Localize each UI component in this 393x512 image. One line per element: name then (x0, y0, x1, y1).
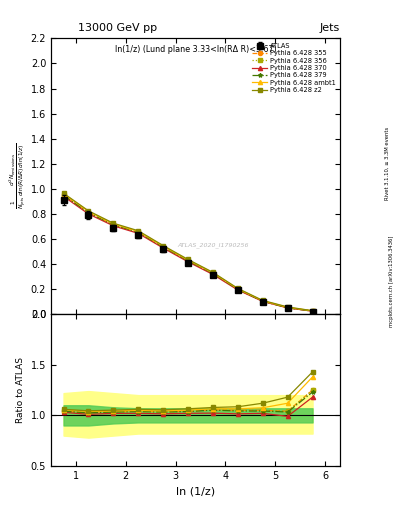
Pythia 6.428 ambt1 (136, 228, 141, 234)
Pythia 6.428 370 (86, 211, 91, 217)
Pythia 6.428 z2 (86, 208, 91, 214)
Pythia 6.428 355 (61, 192, 66, 198)
Pythia 6.428 356 (161, 244, 165, 250)
Line: Pythia 6.428 356: Pythia 6.428 356 (61, 193, 315, 313)
Pythia 6.428 379 (235, 286, 240, 292)
Y-axis label: Ratio to ATLAS: Ratio to ATLAS (16, 357, 25, 423)
Pythia 6.428 379 (285, 305, 290, 311)
Pythia 6.428 370 (111, 223, 116, 229)
Pythia 6.428 379 (61, 192, 66, 198)
Pythia 6.428 370 (310, 308, 315, 314)
Pythia 6.428 379 (261, 298, 265, 304)
Pythia 6.428 355 (136, 229, 141, 235)
Y-axis label: $\frac{1}{N_\mathrm{jets}}\frac{d^2N_\mathrm{emissions}}{d\ln(R/\Delta R)\,d\ln(: $\frac{1}{N_\mathrm{jets}}\frac{d^2N_\ma… (7, 143, 28, 209)
Pythia 6.428 355 (285, 305, 290, 311)
Pythia 6.428 ambt1 (235, 286, 240, 292)
Pythia 6.428 z2 (235, 285, 240, 291)
Pythia 6.428 356 (136, 229, 141, 235)
Pythia 6.428 370 (285, 305, 290, 311)
Pythia 6.428 z2 (136, 228, 141, 234)
Pythia 6.428 z2 (310, 308, 315, 314)
Pythia 6.428 z2 (285, 304, 290, 310)
Pythia 6.428 z2 (185, 257, 190, 263)
Pythia 6.428 379 (161, 244, 165, 250)
Pythia 6.428 z2 (261, 297, 265, 304)
Pythia 6.428 355 (185, 258, 190, 264)
Text: ln(1/z) (Lund plane 3.33<ln(RΔ R)<3.67): ln(1/z) (Lund plane 3.33<ln(RΔ R)<3.67) (115, 45, 276, 54)
Pythia 6.428 356 (211, 270, 215, 276)
Pythia 6.428 379 (111, 222, 116, 228)
Pythia 6.428 356 (111, 222, 116, 228)
Pythia 6.428 355 (111, 222, 116, 228)
Pythia 6.428 ambt1 (285, 304, 290, 310)
Pythia 6.428 370 (261, 298, 265, 305)
Pythia 6.428 z2 (61, 190, 66, 196)
Pythia 6.428 ambt1 (161, 243, 165, 249)
Pythia 6.428 356 (261, 298, 265, 304)
Pythia 6.428 356 (86, 209, 91, 216)
Pythia 6.428 355 (310, 308, 315, 314)
Line: Pythia 6.428 ambt1: Pythia 6.428 ambt1 (61, 192, 315, 313)
Pythia 6.428 ambt1 (185, 257, 190, 263)
Pythia 6.428 379 (211, 270, 215, 276)
Pythia 6.428 z2 (111, 220, 116, 226)
Pythia 6.428 356 (310, 308, 315, 314)
Pythia 6.428 355 (161, 244, 165, 250)
Legend: ATLAS, Pythia 6.428 355, Pythia 6.428 356, Pythia 6.428 370, Pythia 6.428 379, P: ATLAS, Pythia 6.428 355, Pythia 6.428 35… (251, 42, 337, 94)
Pythia 6.428 ambt1 (211, 270, 215, 276)
Pythia 6.428 379 (136, 229, 141, 236)
Pythia 6.428 355 (235, 286, 240, 292)
X-axis label: ln (1/z): ln (1/z) (176, 486, 215, 496)
Line: Pythia 6.428 370: Pythia 6.428 370 (61, 194, 315, 313)
Pythia 6.428 356 (61, 192, 66, 198)
Pythia 6.428 370 (235, 287, 240, 293)
Pythia 6.428 355 (86, 209, 91, 216)
Pythia 6.428 379 (185, 258, 190, 264)
Pythia 6.428 356 (185, 258, 190, 264)
Pythia 6.428 ambt1 (111, 221, 116, 227)
Pythia 6.428 356 (285, 305, 290, 311)
Text: ATLAS_2020_I1790256: ATLAS_2020_I1790256 (177, 242, 249, 248)
Text: Jets: Jets (320, 23, 340, 33)
Pythia 6.428 370 (136, 230, 141, 237)
Text: mcplots.cern.ch [arXiv:1306.3436]: mcplots.cern.ch [arXiv:1306.3436] (389, 236, 393, 327)
Pythia 6.428 370 (185, 259, 190, 265)
Pythia 6.428 355 (211, 270, 215, 276)
Pythia 6.428 379 (310, 308, 315, 314)
Line: Pythia 6.428 379: Pythia 6.428 379 (61, 193, 315, 313)
Pythia 6.428 ambt1 (61, 191, 66, 197)
Pythia 6.428 370 (61, 194, 66, 200)
Line: Pythia 6.428 z2: Pythia 6.428 z2 (61, 191, 315, 313)
Pythia 6.428 z2 (211, 269, 215, 275)
Pythia 6.428 370 (211, 271, 215, 278)
Pythia 6.428 z2 (161, 243, 165, 249)
Line: Pythia 6.428 355: Pythia 6.428 355 (61, 193, 315, 313)
Pythia 6.428 ambt1 (261, 298, 265, 304)
Text: Rivet 3.1.10, ≥ 3.3M events: Rivet 3.1.10, ≥ 3.3M events (385, 127, 389, 201)
Pythia 6.428 ambt1 (86, 208, 91, 215)
Pythia 6.428 ambt1 (310, 308, 315, 314)
Pythia 6.428 379 (86, 209, 91, 216)
Pythia 6.428 355 (261, 298, 265, 304)
Pythia 6.428 370 (161, 245, 165, 251)
Pythia 6.428 356 (235, 286, 240, 292)
Text: 13000 GeV pp: 13000 GeV pp (78, 23, 158, 33)
